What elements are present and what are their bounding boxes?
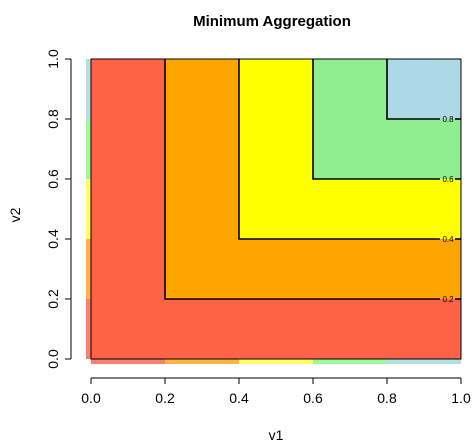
fill-band-4 — [387, 59, 461, 119]
contour-line-2 — [312, 59, 440, 180]
contour-line-3 — [386, 59, 440, 120]
x-tick-label-3: 0.6 — [303, 390, 323, 406]
y-tick-label-5: 1.0 — [45, 49, 61, 69]
bottom-key-swatch-0 — [91, 359, 165, 364]
contour-line-0 — [164, 59, 440, 300]
x-axis-label: v1 — [269, 427, 284, 443]
plot-frame — [90, 58, 462, 360]
y-tick-label-2: 0.4 — [45, 229, 61, 249]
contour-label-3: 0.8 — [442, 115, 454, 124]
left-key-swatch-0 — [86, 299, 91, 359]
left-key-swatch-4 — [86, 59, 91, 119]
x-tick-label-1: 0.2 — [155, 390, 175, 406]
bottom-key-swatch-3 — [313, 359, 387, 364]
contour-label-2: 0.6 — [442, 175, 454, 184]
left-key-swatch-2 — [86, 179, 91, 239]
x-tick-label-5: 1.0 — [451, 390, 471, 406]
x-tick-label-4: 0.8 — [377, 390, 397, 406]
chart-title: Minimum Aggregation — [193, 13, 351, 30]
x-tick-label-2: 0.4 — [229, 390, 249, 406]
bottom-key-swatch-4 — [387, 359, 461, 364]
contour-line-1 — [238, 59, 440, 240]
bottom-key-swatch-1 — [165, 359, 239, 364]
y-axis-label: v2 — [7, 207, 23, 222]
plot-area: 0.2 0.4 0.6 0.8 0.0 0.2 0.4 0.6 0.8 1.0 0.0 0.2 0.4 0… — [45, 49, 471, 406]
y-tick-label-1: 0.2 — [45, 289, 61, 309]
y-tick-label-4: 0.8 — [45, 109, 61, 129]
left-key-swatch-1 — [86, 239, 91, 299]
y-tick-label-0: 0.0 — [45, 349, 61, 369]
contour-label-1: 0.4 — [442, 235, 454, 244]
contour-label-0: 0.2 — [442, 295, 454, 304]
left-key-swatch-3 — [86, 119, 91, 179]
bottom-key-swatch-2 — [239, 359, 313, 364]
y-tick-label-3: 0.6 — [45, 169, 61, 189]
x-tick-label-0: 0.0 — [81, 390, 101, 406]
